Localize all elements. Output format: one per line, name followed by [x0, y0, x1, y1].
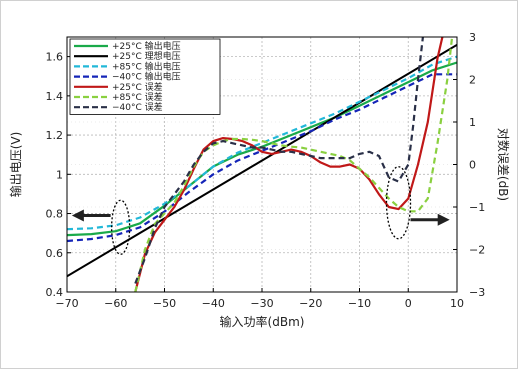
x-tick-label: −40 [202, 297, 225, 310]
y-right-tick-label: −2 [469, 244, 485, 257]
x-tick-label: −30 [250, 297, 273, 310]
legend-label: −40°C 输出电压 [112, 71, 181, 83]
y-left-axis-label: 输出电压(V) [8, 132, 23, 198]
series-line-1 [67, 43, 457, 278]
series-group [67, 37, 457, 292]
legend-label: +25°C 输出电压 [112, 40, 181, 52]
y-right-tick-label: 0 [469, 159, 476, 172]
annotation-ellipse-right [385, 166, 412, 240]
annotation-arrowhead-left [71, 209, 84, 222]
y-right-axis-label: 对数误差(dB) [496, 128, 511, 201]
y-left-tick-label: 0.4 [46, 286, 64, 299]
plot-area: −70 −60 −50 −40 −30 −20 −10 0 100.40.60.811.21.4… [8, 31, 511, 329]
x-tick-label: −50 [153, 297, 176, 310]
x-tick-label: −20 [299, 297, 322, 310]
series-line-2 [67, 55, 457, 231]
x-tick-label: −10 [348, 297, 371, 310]
y-right-tick-label: 3 [469, 31, 476, 44]
x-tick-label: 10 [450, 297, 464, 310]
y-right-tick-label: 1 [469, 116, 476, 129]
y-left-tick-label: 1 [56, 168, 63, 181]
y-left-tick-label: 0.6 [46, 247, 64, 260]
y-right-tick-label: −3 [469, 286, 485, 299]
x-tick-label: −70 [55, 297, 78, 310]
annotation-ellipse-left [110, 199, 131, 255]
legend-label: +25°C 误差 [112, 81, 163, 93]
y-left-tick-label: 1.4 [46, 90, 64, 103]
legend-label: +85°C 输出电压 [112, 60, 181, 72]
series-line-6 [134, 37, 424, 284]
series-line-4 [134, 37, 444, 292]
legend-label: −40°C 误差 [112, 101, 163, 113]
legend-label: +25°C 理想电压 [112, 50, 181, 62]
legend-label: +85°C 误差 [112, 91, 163, 103]
series-line-3 [67, 73, 457, 243]
x-tick-label: 0 [405, 297, 412, 310]
y-left-tick-label: 1.2 [46, 129, 64, 142]
x-tick-label: −60 [104, 297, 127, 310]
y-right-tick-label: 2 [469, 74, 476, 87]
y-right-tick-label: −1 [469, 201, 485, 214]
annotation-arrowhead-right [437, 213, 450, 226]
x-axis-label: 输入功率(dBm) [220, 314, 305, 329]
series-line-5 [134, 37, 454, 292]
y-left-tick-label: 1.6 [46, 51, 64, 64]
y-left-tick-label: 0.8 [46, 208, 64, 221]
